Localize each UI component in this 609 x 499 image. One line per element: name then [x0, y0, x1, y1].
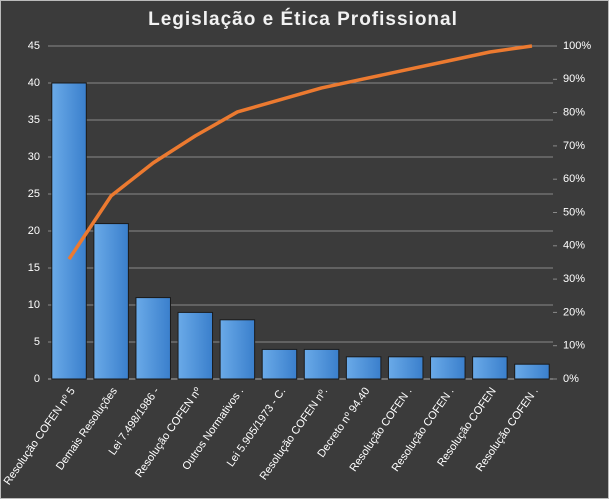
y2-tick-label: 80% [563, 107, 585, 119]
bar [345, 356, 382, 380]
y-tick-label: 25 [28, 188, 40, 200]
y2-tick-label: 0% [563, 373, 579, 385]
y-tick-label: 40 [28, 77, 40, 89]
y-tick-label: 20 [28, 225, 40, 237]
y-tick-label: 15 [28, 262, 40, 274]
line [67, 44, 533, 261]
y2-tick-label: 20% [563, 306, 585, 318]
bar [93, 223, 129, 380]
y-tick-label: 35 [28, 114, 40, 126]
y-tick-label: 0 [34, 373, 40, 385]
y2-tick-label: 40% [563, 240, 585, 252]
y2-tick-label: 100% [563, 40, 591, 52]
bar [472, 356, 508, 380]
y2-tick-label: 10% [563, 340, 585, 352]
y2-tick-label: 50% [563, 206, 585, 218]
y-tick-label: 5 [34, 336, 40, 348]
bar [430, 356, 466, 380]
chart-title: Legislação e Ética Profissional [148, 8, 458, 30]
y2-tick-label: 30% [563, 273, 585, 285]
bar [177, 311, 214, 380]
y2-tick-label: 60% [563, 173, 585, 185]
y-tick-label: 10 [28, 299, 40, 311]
y2-tick-label: 70% [563, 140, 585, 152]
y2-tick-label: 90% [563, 73, 585, 85]
y-tick-label: 30 [28, 151, 40, 163]
bar [303, 348, 340, 380]
bar [387, 356, 424, 380]
bar [219, 319, 256, 380]
bar [261, 348, 298, 380]
bar [51, 82, 87, 380]
y-tick-label: 45 [28, 40, 40, 52]
bar [514, 363, 550, 380]
bar [135, 297, 171, 380]
